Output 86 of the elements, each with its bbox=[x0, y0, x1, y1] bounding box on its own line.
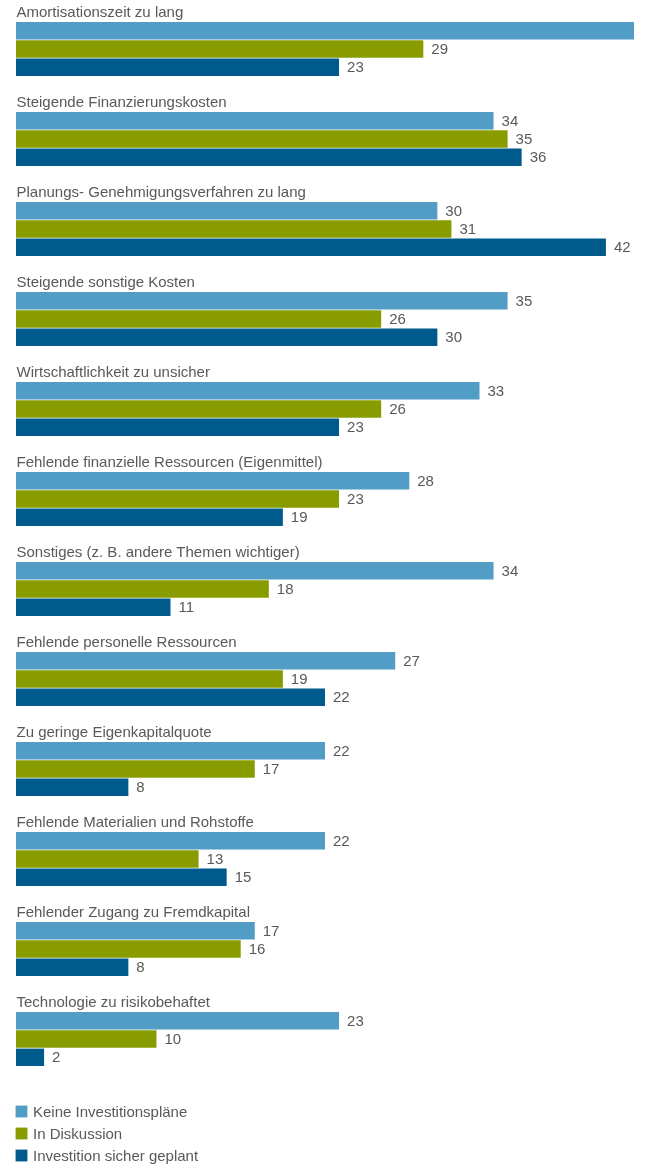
data-label: 15 bbox=[234, 868, 252, 886]
bar bbox=[16, 490, 340, 508]
bar bbox=[16, 400, 382, 418]
bar bbox=[16, 112, 494, 130]
bar bbox=[16, 292, 508, 310]
y-tick-label: Zu geringe Eigenkapitalquote bbox=[16, 723, 212, 740]
bar bbox=[16, 148, 522, 166]
y-tick-label: Technologie zu risikobehaftet bbox=[16, 993, 211, 1010]
data-label: 28 bbox=[417, 471, 434, 489]
y-tick-label: Planungs- Genehmigungsverfahren zu lang bbox=[16, 183, 306, 200]
bar bbox=[16, 1030, 157, 1048]
bar bbox=[16, 670, 283, 688]
data-label: 36 bbox=[529, 148, 547, 166]
data-label: 34 bbox=[501, 111, 519, 129]
data-label: 33 bbox=[487, 381, 505, 399]
data-label: 23 bbox=[347, 58, 364, 76]
bar bbox=[16, 238, 606, 256]
y-tick-label: Sonstiges (z. B. andere Themen wichtiger) bbox=[16, 543, 300, 560]
data-label: 11 bbox=[178, 598, 195, 616]
bar bbox=[16, 1048, 45, 1066]
data-label: 35 bbox=[515, 291, 533, 309]
data-label: 8 bbox=[136, 958, 145, 976]
bar bbox=[16, 598, 171, 616]
bar bbox=[16, 652, 396, 670]
bar bbox=[16, 940, 241, 958]
data-label: 19 bbox=[290, 670, 308, 687]
data-label: 23 bbox=[347, 490, 364, 507]
data-label: 34 bbox=[501, 561, 519, 579]
y-tick-label: Amortisationszeit zu lang bbox=[16, 3, 184, 20]
bar bbox=[16, 778, 129, 796]
legend-label: Keine Investitionspläne bbox=[33, 1102, 188, 1120]
bar bbox=[16, 382, 480, 400]
data-label: 10 bbox=[164, 1030, 182, 1047]
data-label: 18 bbox=[276, 580, 294, 597]
bar bbox=[16, 958, 129, 976]
data-label: 26 bbox=[389, 400, 406, 417]
bar bbox=[16, 832, 325, 850]
data-label: 23 bbox=[347, 418, 364, 436]
data-label: 29 bbox=[431, 40, 449, 57]
data-label: 2 bbox=[52, 1048, 61, 1066]
bar bbox=[16, 688, 325, 706]
data-label: 27 bbox=[403, 651, 420, 669]
bar bbox=[16, 760, 255, 778]
bar bbox=[16, 868, 227, 886]
data-label: 23 bbox=[347, 1011, 364, 1029]
bar bbox=[16, 418, 340, 436]
data-label: 19 bbox=[290, 508, 308, 526]
bar bbox=[16, 1012, 340, 1030]
y-tick-label: Fehlende personelle Ressourcen bbox=[16, 633, 237, 650]
data-label: 30 bbox=[445, 201, 463, 219]
bar bbox=[16, 472, 410, 490]
data-label: 22 bbox=[333, 831, 350, 849]
data-label: 42 bbox=[613, 238, 631, 256]
y-tick-label: Steigende sonstige Kosten bbox=[16, 273, 195, 290]
bar bbox=[16, 850, 199, 868]
bar bbox=[16, 202, 438, 220]
y-tick-label: Fehlender Zugang zu Fremdkapital bbox=[16, 903, 250, 920]
data-label: 17 bbox=[262, 760, 280, 777]
bar bbox=[16, 220, 452, 238]
data-label: 31 bbox=[459, 220, 477, 237]
y-tick-label: Fehlende finanzielle Ressourcen (Eigenmittel) bbox=[16, 453, 323, 470]
bar bbox=[16, 22, 634, 40]
bar bbox=[16, 328, 438, 346]
legend-label: In Diskussion bbox=[33, 1124, 123, 1142]
data-label: 17 bbox=[262, 921, 280, 939]
bar bbox=[16, 310, 382, 328]
data-label: 30 bbox=[445, 328, 463, 346]
data-label: 22 bbox=[333, 741, 350, 759]
y-tick-label: Wirtschaftlichkeit zu unsicher bbox=[16, 363, 210, 380]
y-tick-label: Steigende Finanzierungskosten bbox=[16, 93, 227, 110]
bar bbox=[16, 508, 283, 526]
legend-label: Investition sicher geplant bbox=[33, 1146, 199, 1164]
data-label: 26 bbox=[389, 310, 406, 327]
bar bbox=[16, 130, 508, 148]
data-label: 8 bbox=[136, 778, 145, 796]
bar bbox=[16, 58, 340, 76]
data-label: 13 bbox=[206, 850, 224, 867]
data-label: 16 bbox=[248, 940, 266, 957]
bar bbox=[16, 580, 269, 598]
bar bbox=[16, 922, 255, 940]
data-label: 35 bbox=[515, 130, 533, 147]
data-label: 22 bbox=[333, 688, 350, 706]
bar bbox=[16, 562, 494, 580]
y-tick-label: Fehlende Materialien und Rohstoffe bbox=[16, 813, 254, 830]
bar bbox=[16, 40, 424, 58]
bar bbox=[16, 742, 325, 760]
